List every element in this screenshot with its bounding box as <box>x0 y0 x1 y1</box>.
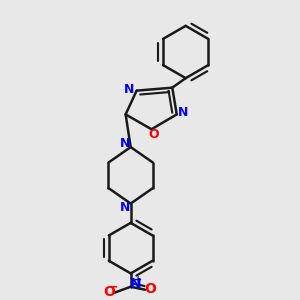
Text: O: O <box>103 285 115 299</box>
Text: O: O <box>148 128 159 141</box>
Text: N: N <box>120 201 130 214</box>
Text: −: − <box>108 281 119 294</box>
Text: N: N <box>130 278 142 291</box>
Text: N: N <box>124 82 134 96</box>
Text: N: N <box>178 106 188 119</box>
Text: N: N <box>120 137 130 150</box>
Text: O: O <box>144 282 156 296</box>
Text: +: + <box>134 275 142 285</box>
